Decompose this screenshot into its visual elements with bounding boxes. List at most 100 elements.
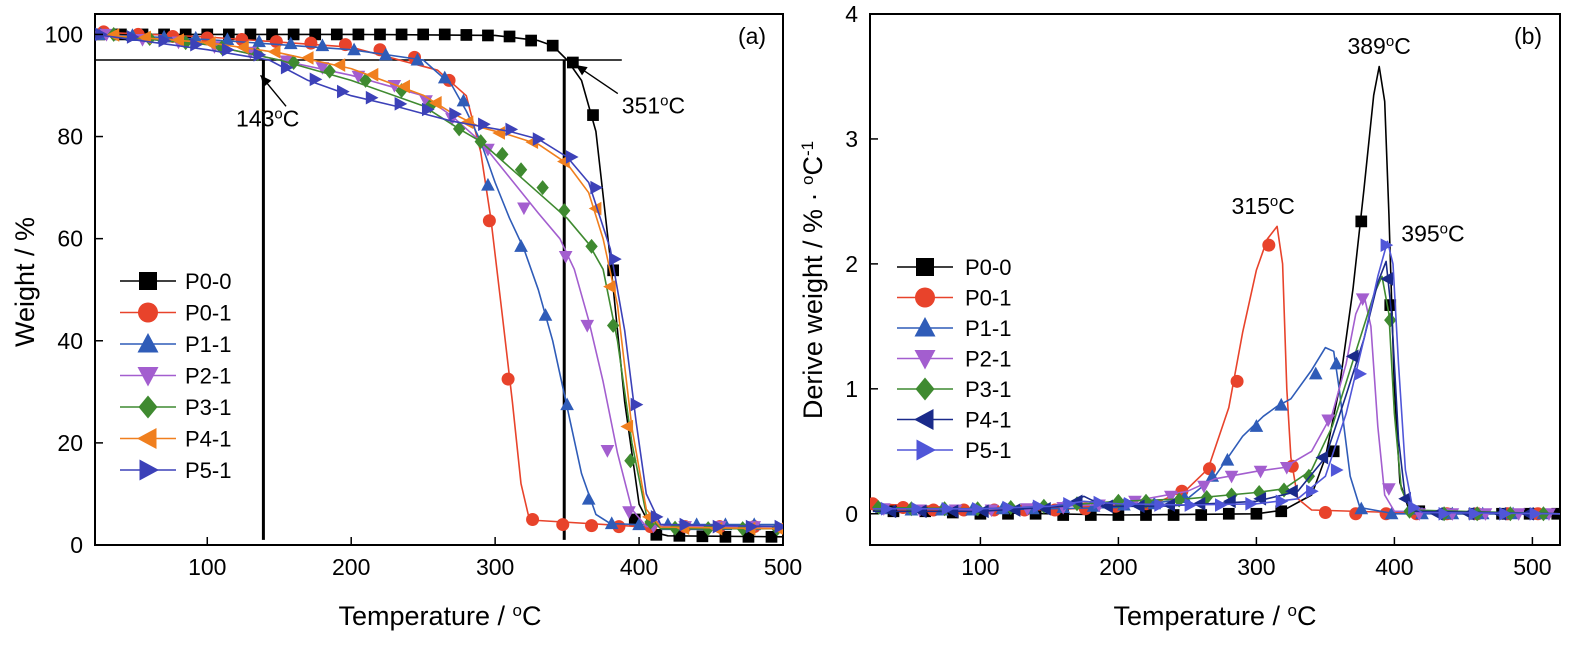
legend-item: P0-0 [120,269,231,294]
x-tick-label: 200 [1099,554,1137,580]
data-point [253,48,267,62]
data-point [244,28,257,41]
data-point [974,507,987,520]
arrow-head [575,65,588,76]
data-point [1318,506,1332,520]
data-point [1249,419,1264,432]
data-point [1220,452,1235,466]
data-point [1084,509,1097,521]
data-point [365,67,379,82]
data-point [300,51,314,65]
data-point [481,177,495,191]
data-point [171,33,185,47]
x-axis-label: Temperature / oC [1113,601,1316,632]
data-point [1275,494,1289,509]
data-point [972,501,985,516]
data-point [624,453,637,469]
data-point [1253,465,1268,479]
panel-label: (a) [738,23,766,49]
data-point [374,28,386,41]
data-point [600,445,615,458]
x-axis-label: Temperature / oC [338,601,541,632]
data-point [332,58,346,72]
data-point [221,42,235,57]
data-point [1321,414,1335,428]
x-tick-label: 300 [1237,554,1275,580]
legend-label: P3-1 [965,377,1011,402]
data-point [514,162,528,178]
data-point [1329,356,1344,370]
legend-marker [139,459,159,481]
data-point [606,317,620,333]
data-point [347,42,361,56]
y-axis-label: Derive weight / % · oC-1 [798,141,829,419]
data-point [1330,463,1344,477]
data-point [330,28,343,41]
data-point [1275,505,1288,518]
data-point [532,132,546,146]
data-point [526,512,540,526]
data-point [482,214,496,228]
legend-item: P5-1 [897,438,1011,463]
legend-label: P0-0 [965,255,1011,280]
legend-marker [915,287,935,308]
data-point [1253,491,1267,506]
y-tick-label: 40 [57,328,83,354]
data-point [378,47,393,61]
data-point [1184,498,1198,512]
peak-annotation: 395oC [1401,220,1464,247]
data-point [266,28,278,41]
legend-marker [914,409,934,430]
y-tick-label: 4 [845,1,858,27]
legend-label: P0-1 [185,301,231,326]
data-point [460,29,473,41]
data-point [1529,506,1543,521]
x-tick-label: 100 [188,554,226,580]
data-point [236,40,249,55]
x-tick-label: 400 [1375,554,1413,580]
series-layer [95,25,783,543]
data-point [449,107,462,121]
data-point [745,519,759,534]
data-point [1195,509,1208,521]
data-point [309,28,322,41]
data-point [1230,374,1244,388]
x-tick-label: 200 [332,554,370,580]
data-point [283,36,298,50]
data-point [352,28,365,41]
legend-label: P1-1 [965,316,1011,341]
data-point [565,150,579,164]
peak-annotation: 351oC [622,92,685,119]
legend-label: P0-1 [965,286,1011,311]
data-point [126,30,140,44]
data-point [456,93,471,107]
data-point [1128,495,1142,509]
data-point [503,30,516,43]
data-point [650,528,663,541]
series-line [95,33,783,526]
data-point [1274,397,1289,411]
data-point [622,506,636,519]
series-line [872,346,1560,515]
y-tick-label: 1 [845,376,858,402]
data-point [1279,462,1294,475]
data-point [437,70,452,84]
legend-item: P5-1 [120,458,231,483]
data-point [1192,496,1206,511]
data-point [501,372,515,386]
legend: P0-0 P0-1 P1-1 P2-1 P3-1 P4-1 P5-1 [897,255,1011,463]
data-point [1354,367,1368,381]
data-point [1140,509,1152,521]
panel-label: (b) [1514,23,1542,49]
legend-item: P2-1 [897,347,1011,372]
data-point [945,504,959,519]
x-tick-label: 400 [620,554,658,580]
data-point [179,28,192,41]
data-point [115,28,127,41]
data-point [620,419,634,434]
legend-marker [916,439,936,461]
data-point [1167,509,1180,521]
y-tick-label: 3 [845,126,858,152]
y-tick-label: 80 [57,124,83,150]
